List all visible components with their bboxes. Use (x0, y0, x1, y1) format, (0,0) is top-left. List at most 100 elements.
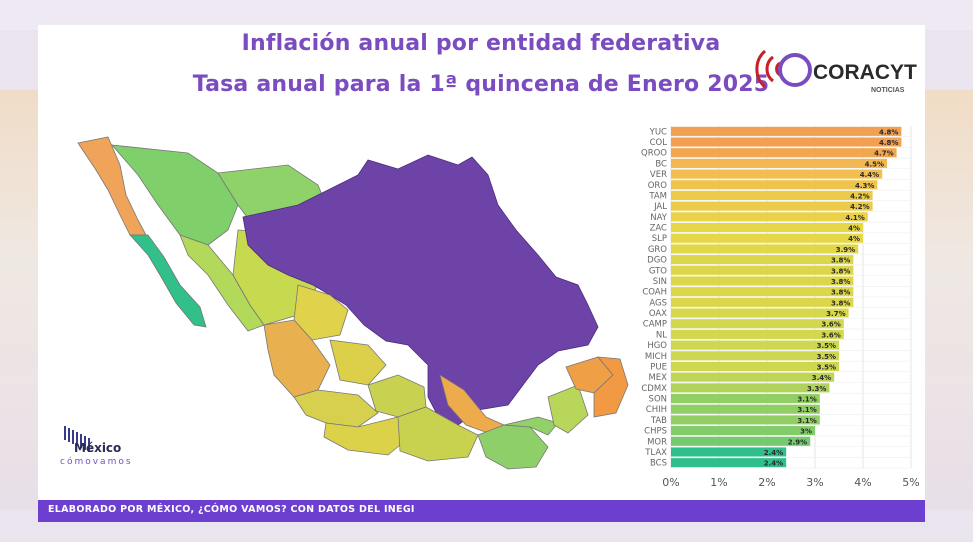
category-label: COL (650, 138, 668, 148)
category-label: TLAX (644, 448, 667, 458)
bar-bc (671, 158, 887, 168)
x-tick-label: 0% (662, 476, 679, 489)
data-label: 3.7% (826, 310, 845, 318)
data-label: 3.8% (831, 267, 850, 275)
x-tick-label: 2% (758, 476, 775, 489)
background-right (925, 90, 973, 510)
map-state-mich (293, 389, 379, 428)
category-label: VER (650, 170, 667, 180)
x-tick-label: 5% (902, 476, 919, 489)
bar-ags (671, 297, 854, 307)
bar-oax (671, 308, 849, 318)
data-label: 3.3% (807, 385, 826, 393)
category-label: CAMP (643, 320, 667, 330)
bar-nl (671, 329, 844, 339)
infographic-card: Inflación anual por entidad federativa T… (38, 25, 925, 522)
map-state-sin (179, 234, 265, 332)
category-label: QROO (641, 149, 667, 159)
data-label: 3.8% (831, 278, 850, 286)
data-label: 3.1% (797, 406, 816, 414)
data-label: 3.1% (797, 417, 816, 425)
category-label: OAX (649, 309, 667, 319)
bar-tlax (671, 447, 787, 457)
map-state-tab (503, 416, 559, 436)
category-label: PUE (650, 362, 667, 372)
category-label: BC (655, 159, 667, 169)
data-label: 4.8% (879, 128, 898, 136)
category-label: COAH (642, 288, 667, 298)
category-label: JAL (653, 202, 667, 212)
data-label: 2.4% (764, 449, 783, 457)
bar-chih (671, 404, 820, 414)
x-tick-label: 3% (806, 476, 823, 489)
category-label: DGO (647, 256, 667, 266)
map-state-bcs (129, 234, 207, 328)
bar-zac (671, 222, 863, 233)
mcv-logo-sub: cómovamos (60, 457, 133, 467)
data-label: 3.5% (817, 353, 836, 361)
map-state-gto (329, 339, 387, 386)
category-label: AGS (649, 298, 667, 308)
bar-chart: 0% 1% 2% 3% 4% 5% YUC 4.8% COL 4.8% QROO 4.7% BC 4.5%… (641, 126, 920, 489)
mcv-logo-name: México (74, 441, 122, 455)
data-label: 4.3% (855, 182, 874, 190)
data-label: 4.8% (879, 139, 898, 147)
bar-hgo (671, 340, 839, 350)
bar-oro (671, 180, 878, 190)
data-label: 3.8% (831, 257, 850, 265)
data-label: 4.7% (874, 150, 893, 158)
category-label: GTO (649, 266, 667, 276)
x-tick-label: 1% (710, 476, 727, 489)
category-label: BCS (650, 459, 667, 469)
category-label: SIN (653, 277, 667, 287)
category-label: MEX (648, 373, 667, 383)
bar-mex (671, 372, 835, 382)
category-label: GRO (648, 245, 667, 255)
bar-ver (671, 169, 883, 179)
bar-slp (671, 233, 863, 243)
data-label: 3.5% (817, 342, 836, 350)
coracyt-logo: CORACYT NOTICIAS (755, 49, 917, 94)
bar-gto (671, 265, 854, 275)
data-label: 3.8% (831, 289, 850, 297)
chart-subtitle: Tasa anual para la 1ª quincena de Enero … (192, 72, 770, 97)
data-label: 3.6% (821, 331, 840, 339)
map-state-highlight (242, 154, 599, 426)
bar-nay (671, 212, 868, 222)
data-label: 4.4% (860, 171, 879, 179)
coracyt-logo-sub: NOTICIAS (871, 87, 905, 94)
bar-yuc (671, 126, 902, 136)
map-state-son (111, 144, 239, 246)
bar-chps (671, 426, 815, 436)
data-label: 3.6% (821, 321, 840, 329)
data-label: 3.8% (831, 299, 850, 307)
map-state-camp (547, 384, 589, 434)
category-label: HGO (647, 341, 667, 351)
background-left (0, 90, 38, 510)
map-state-chps (477, 424, 549, 470)
category-label: SON (649, 395, 667, 405)
category-label: YUC (649, 127, 667, 137)
bar-pue (671, 361, 839, 372)
category-label: CDMX (641, 384, 667, 394)
data-label: 3% (800, 428, 812, 436)
x-tick-label: 4% (854, 476, 871, 489)
mexico-map (77, 136, 629, 470)
data-label: 2.4% (764, 460, 783, 468)
footer-bar: ELABORADO POR MÉXICO, ¿CÓMO VAMOS? CON D… (38, 500, 925, 522)
category-label: CHPS (644, 427, 667, 437)
bar-col (671, 137, 902, 147)
bar-gro (671, 244, 859, 254)
data-label: 3.4% (812, 374, 831, 382)
data-label: 4% (848, 225, 860, 233)
bar-jal (671, 201, 873, 211)
data-label: 4.2% (850, 203, 869, 211)
category-label: CHIH (646, 405, 667, 415)
bar-tam (671, 190, 873, 201)
chart-title: Inflación anual por entidad federativa (241, 31, 721, 56)
bar-mor (671, 436, 811, 446)
bar-coah (671, 287, 854, 297)
coracyt-logo-text: CORACYT (813, 61, 917, 84)
data-label: 4.5% (865, 160, 884, 168)
bar-cdmx (671, 383, 830, 393)
